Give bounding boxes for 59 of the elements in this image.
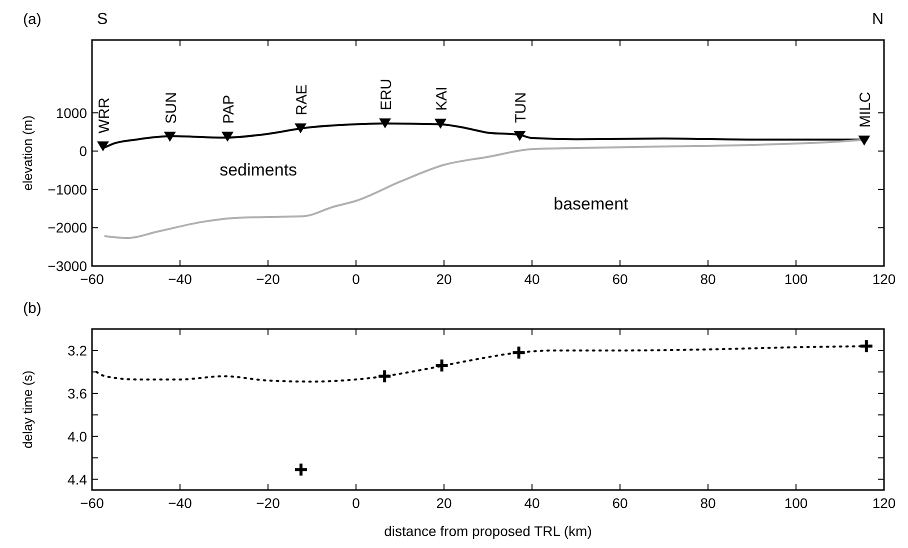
point [97,141,109,152]
x-tick-label: 100 [784,271,808,287]
x-tick-label: 80 [700,271,716,287]
x-tick-label: 40 [524,271,540,287]
annotation: sediments [220,160,298,180]
point [222,132,234,142]
annotation: KAI [433,86,450,111]
y-tick-label: −2000 [48,220,88,236]
annotation: WRR [96,97,113,134]
x-tick-label: −20 [256,495,280,511]
annotation: RAE [294,84,311,116]
annotation: MILC [857,92,874,128]
chart-title: (b) [23,300,42,317]
point [514,130,526,141]
x-tick-label: −40 [168,495,192,511]
x-tick-label: 100 [784,495,808,511]
x-tick-label: 120 [872,271,896,287]
y-tick-label: −1000 [48,181,88,198]
x-tick-label: 60 [612,271,628,287]
text: S [97,11,108,28]
point [511,345,526,360]
annotation: ERU [378,78,396,110]
point [858,136,870,146]
point [164,132,176,142]
x-tick-label: 0 [352,495,360,511]
x-tick-label: 120 [872,495,896,511]
x-tick-label: 80 [700,495,716,511]
y-tick-label: 1000 [56,104,88,121]
point [294,123,307,134]
y-tick-label: 3.6 [68,385,88,402]
point [434,358,450,373]
x-tick-label: −20 [256,271,280,287]
x-tick-label: 20 [436,271,452,287]
y-axis-title: delay time (s) [20,370,35,449]
annotation: TUN [512,92,530,123]
x-tick-label: −60 [80,271,104,287]
annotation: PAP [220,94,238,124]
point [294,462,308,478]
x-tick-label: 40 [524,495,540,511]
chart-title: (a) [23,11,42,28]
y-tick-label: 4.4 [68,471,88,488]
y-tick-label: −3000 [48,258,88,274]
point [377,368,392,384]
x-tick-label: 60 [612,495,628,511]
x-tick-label: −60 [80,495,104,511]
point [379,118,392,128]
y-tick-label: 0 [79,143,88,160]
annotation: SUN [162,92,180,124]
y-tick-label: 4.0 [68,428,88,444]
point [434,118,446,129]
y-axis-title: elevation (m) [20,115,35,191]
annotation: basement [554,194,629,214]
x-tick-label: −40 [168,271,192,287]
point [858,338,874,354]
text: N [872,11,884,28]
y-tick-label: 3.2 [68,342,88,358]
x-tick-label: 0 [352,271,360,287]
x-axis-title: distance from proposed TRL (km) [384,523,592,539]
x-tick-label: 20 [436,495,452,511]
